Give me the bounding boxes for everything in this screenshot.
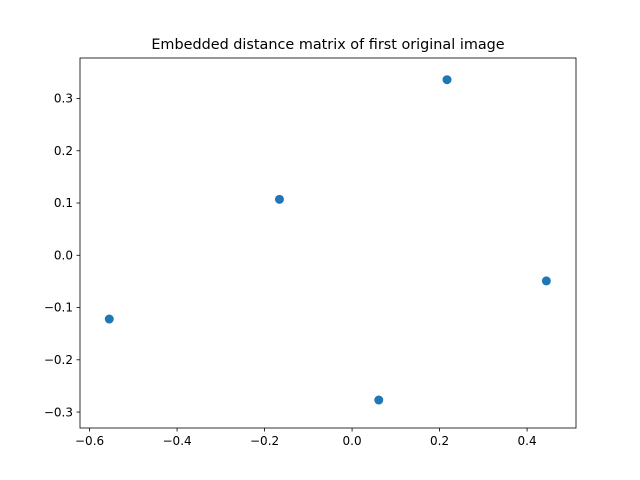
axes-frame	[79, 57, 577, 429]
x-tick-label: 0.0	[343, 434, 362, 448]
y-axis: −0.3 −0.2 −0.1 0.0 0.1 0.2 0.3	[44, 92, 80, 419]
scatter-point	[104, 314, 114, 324]
scatter-point	[374, 395, 384, 405]
scatter-point	[541, 276, 551, 286]
x-tick-label: −0.4	[163, 434, 192, 448]
y-tick-label: 0.2	[54, 144, 73, 158]
y-tick-label: −0.1	[44, 301, 73, 315]
x-tick-label: 0.4	[518, 434, 537, 448]
y-tick-label: −0.3	[44, 405, 73, 419]
y-tick-label: 0.3	[54, 92, 73, 106]
chart-title: Embedded distance matrix of first origin…	[151, 37, 504, 53]
y-tick-label: 0.0	[54, 248, 73, 262]
x-tick-label: −0.2	[250, 434, 279, 448]
y-tick-label: 0.1	[54, 196, 73, 210]
scatter-point	[274, 194, 284, 204]
scatter-point	[442, 75, 452, 85]
x-tick-label: −0.6	[75, 434, 104, 448]
plot-area: −0.6 −0.4 −0.2 0.0 0.2 0.4 −0.3 −0.2 −0.1 0.0 0.1…	[44, 57, 577, 448]
y-tick-label: −0.2	[44, 353, 73, 367]
data-points	[104, 75, 551, 405]
x-axis: −0.6 −0.4 −0.2 0.0 0.2 0.4	[75, 428, 537, 448]
x-tick-label: 0.2	[430, 434, 449, 448]
